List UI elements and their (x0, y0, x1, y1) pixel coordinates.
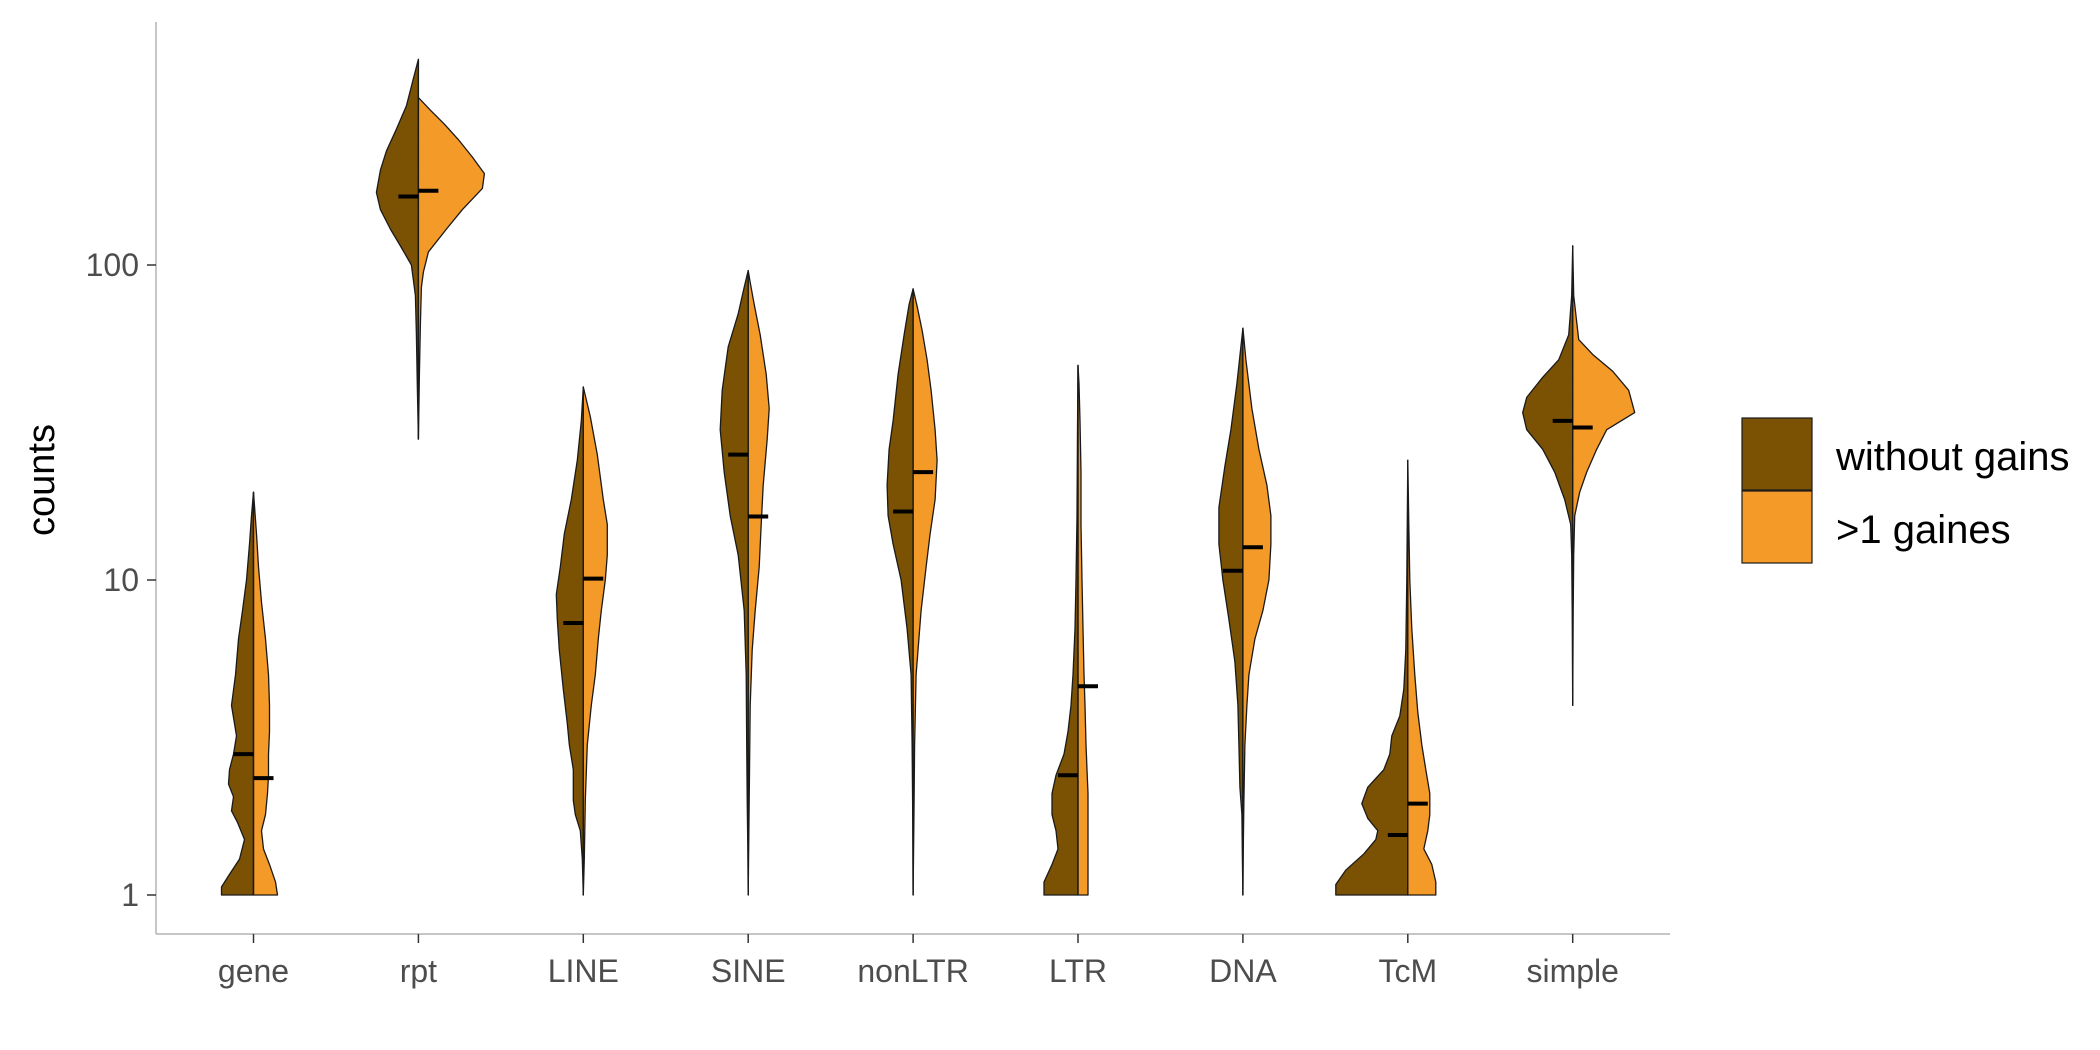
violin-ltr-without-gains (1044, 365, 1078, 895)
legend-label-gaines: >1 gaines (1836, 508, 2011, 552)
violin-gene-1-gaines (254, 492, 278, 895)
violin-ltr-1-gaines (1078, 365, 1088, 895)
x-tick-label-nonltr: nonLTR (857, 953, 968, 989)
y-axis-title: counts (21, 424, 63, 536)
legend-swatch-gaines (1742, 491, 1812, 563)
violin-simple-1-gaines (1573, 246, 1635, 705)
violin-rpt-1-gaines (418, 98, 484, 440)
violin-tcm-1-gaines (1408, 460, 1436, 895)
legend-label-without-gains: without gains (1835, 435, 2069, 479)
violin-dna-1-gaines (1243, 328, 1271, 895)
x-tick-label-line: LINE (548, 953, 619, 989)
violin-rpt-without-gains (376, 59, 418, 439)
violin-line-1-gaines (583, 387, 607, 895)
violin-simple-without-gains (1523, 246, 1573, 705)
legend-swatch-without-gains (1742, 418, 1812, 490)
x-tick-label-gene: gene (218, 953, 289, 989)
x-tick-label-ltr: LTR (1049, 953, 1107, 989)
x-tick-label-sine: SINE (711, 953, 786, 989)
y-tick-label-10: 10 (103, 562, 139, 598)
violin-line-without-gains (556, 387, 583, 895)
x-tick-label-dna: DNA (1209, 953, 1277, 989)
violin-sine-1-gaines (748, 271, 769, 895)
violin-nonltr-without-gains (887, 289, 913, 895)
violins-layer (222, 59, 1635, 895)
y-tick-label-100: 100 (86, 247, 139, 283)
x-tick-label-rpt: rpt (400, 953, 437, 989)
violin-gene-without-gains (222, 492, 254, 895)
y-axis: 1 10 100 (86, 247, 156, 913)
x-axis: gene rpt LINE SINE nonLTR LTR DNA TcM simple (218, 934, 1619, 989)
legend: without gains >1 gaines (1742, 418, 2069, 563)
violin-nonltr-1-gaines (913, 289, 937, 895)
violin-sine-without-gains (720, 271, 748, 895)
violin-tcm-without-gains (1336, 460, 1408, 895)
violin-dna-without-gains (1219, 328, 1243, 895)
y-tick-label-1: 1 (121, 877, 139, 913)
x-tick-label-simple: simple (1526, 953, 1618, 989)
x-tick-label-tcm: TcM (1378, 953, 1437, 989)
